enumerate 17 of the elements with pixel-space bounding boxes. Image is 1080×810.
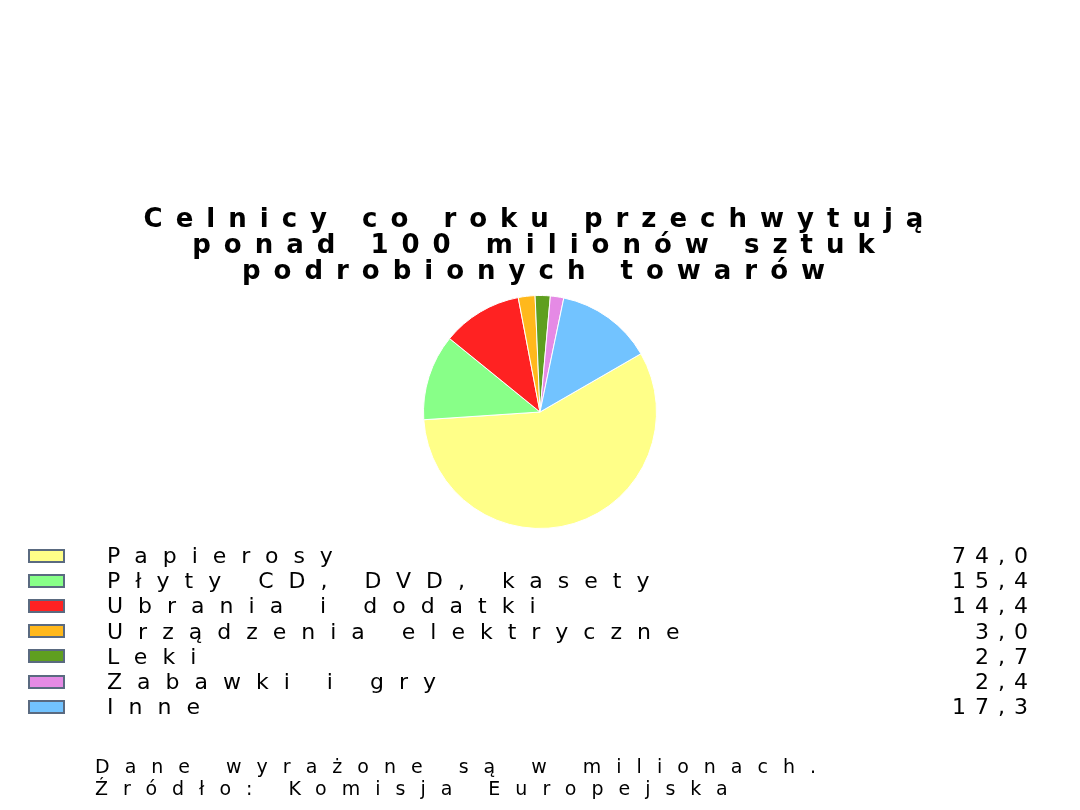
text: Dane wyrażone są w milionach. xyxy=(95,755,832,778)
legend-label: Płyty CD, DVD, kasety xyxy=(107,568,666,594)
data-label: 3,0 xyxy=(975,618,1037,644)
legend-label: Inne xyxy=(107,694,216,720)
legend-label: Urządzenia elektryczne xyxy=(107,618,696,644)
chart-title: Celnicy co roku przechwytują ponad 100 milionów sztuk podrobionych towarów xyxy=(142,203,938,285)
legend-label: Papierosy xyxy=(107,543,349,569)
legend-label: Zabawki i gry xyxy=(107,669,452,695)
data-label: 15,4 xyxy=(952,568,1037,594)
data-label: 14,4 xyxy=(952,593,1037,619)
data-label: 2,4 xyxy=(975,669,1037,695)
data-label: 17,3 xyxy=(952,694,1037,720)
data-label: 74,0 xyxy=(952,543,1037,569)
text: Źródło: Komisja Europejska xyxy=(95,777,744,800)
data-label: 2,7 xyxy=(975,643,1037,669)
legend-label: Ubrania i dodatki xyxy=(107,593,552,619)
legend-label: Leki xyxy=(107,643,213,669)
